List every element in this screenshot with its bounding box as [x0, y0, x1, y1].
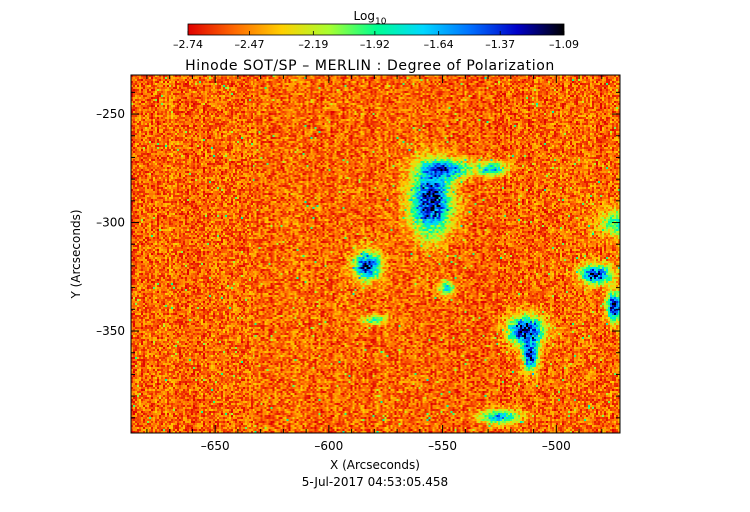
axis-ticks: –650 –600 –550 –500 –250 –300 –350	[96, 75, 620, 453]
colorbar-tick-label: –1.09	[549, 38, 579, 51]
x-tick-label: –500	[542, 439, 571, 453]
colorbar-ticks: –2.74 –2.47 –2.19 –1.92 –1.64 –1.37 –1.09	[173, 31, 579, 51]
x-tick-label: –650	[201, 439, 230, 453]
colorbar-tick-label: –1.92	[360, 38, 390, 51]
plot-area	[131, 75, 620, 433]
chart-title: Hinode SOT/SP – MERLIN : Degree of Polar…	[185, 58, 555, 74]
date-label: 5-Jul-2017 04:53:05.458	[302, 475, 448, 489]
y-tick-label: –300	[96, 216, 125, 230]
colorbar-tick-label: –1.64	[424, 38, 454, 51]
x-axis-label: X (Arcseconds)	[330, 458, 420, 472]
y-axis-label: Y (Arcseconds)	[69, 209, 83, 299]
y-tick-label: –250	[96, 107, 125, 121]
y-tick-label: –350	[96, 324, 125, 338]
x-tick-label: –550	[428, 439, 457, 453]
colorbar	[187, 23, 565, 36]
x-tick-label: –600	[314, 439, 343, 453]
colorbar-label: Log10	[354, 9, 387, 27]
plot-frame	[130, 74, 621, 434]
colorbar-tick-label: –2.19	[298, 38, 328, 51]
colorbar-tick-label: –1.37	[485, 38, 515, 51]
colorbar-tick-label: –2.74	[173, 38, 203, 51]
heatmap-image	[131, 75, 620, 433]
colorbar-tick-label: –2.47	[235, 38, 265, 51]
